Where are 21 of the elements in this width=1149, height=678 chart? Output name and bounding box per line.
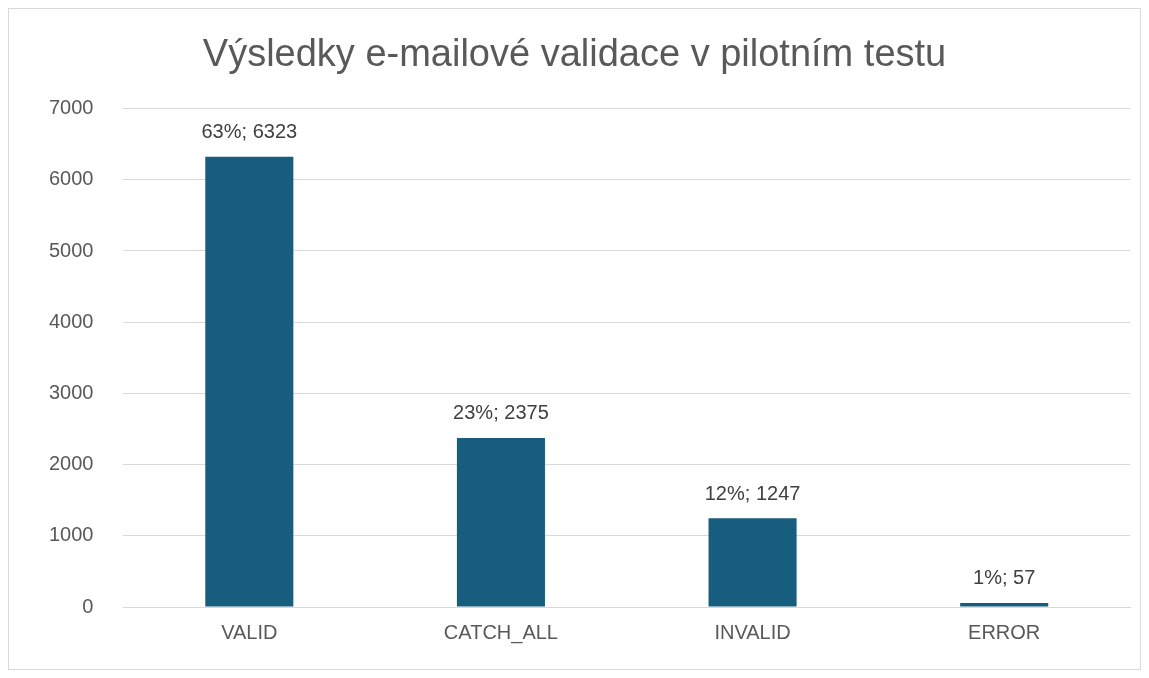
y-tick-label: 1000 xyxy=(48,523,94,546)
x-tick-label: INVALID xyxy=(714,620,791,643)
data-label: 23%; 2375 xyxy=(453,401,549,424)
x-tick-label: VALID xyxy=(221,620,278,643)
data-label: 1%; 57 xyxy=(973,566,1036,589)
x-tick-label: ERROR xyxy=(968,620,1041,643)
data-label: 12%; 1247 xyxy=(704,481,801,504)
y-tick-label: 7000 xyxy=(48,96,94,119)
x-tick-label: CATCH_ALL xyxy=(443,620,558,644)
y-tick-label: 5000 xyxy=(48,238,94,261)
chart-title: Výsledky e-mailové validace v pilotním testu xyxy=(202,32,947,75)
bar xyxy=(708,518,797,607)
bar xyxy=(456,437,545,607)
y-tick-label: 3000 xyxy=(48,380,94,403)
bar xyxy=(205,156,294,607)
y-tick-label: 2000 xyxy=(48,452,94,475)
y-tick-label: 4000 xyxy=(48,309,94,332)
data-label: 63%; 6323 xyxy=(201,120,298,143)
bar xyxy=(960,602,1049,607)
y-tick-label: 6000 xyxy=(48,167,94,190)
y-tick-label: 0 xyxy=(82,594,94,617)
